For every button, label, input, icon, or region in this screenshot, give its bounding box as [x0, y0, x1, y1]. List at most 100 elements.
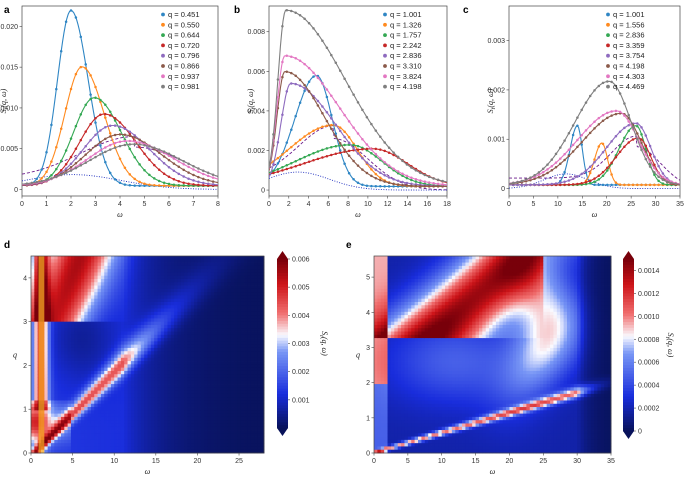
- data-point: [153, 152, 156, 156]
- heatmap-cell: [147, 269, 152, 273]
- heatmap-cell: [214, 400, 218, 405]
- heatmap-cell: [230, 295, 235, 300]
- data-point: [405, 174, 409, 178]
- heatmap-cell: [187, 285, 192, 290]
- heatmap-cell: [174, 262, 178, 267]
- heatmap-cell: [94, 301, 98, 306]
- legend-entry: q = 1.326: [390, 20, 422, 29]
- heatmap-cell: [90, 380, 95, 385]
- heatmap-cell: [117, 295, 122, 300]
- heatmap-cell: [124, 295, 128, 300]
- data-point: [113, 124, 117, 127]
- legend-entry: q = 0.720: [168, 41, 200, 50]
- heatmap-cell: [137, 407, 142, 411]
- heatmap-cell: [80, 449, 85, 454]
- data-point: [285, 54, 289, 58]
- heatmap-cell: [50, 354, 55, 359]
- heatmap-cell: [87, 292, 92, 296]
- heatmap-cell: [130, 272, 135, 277]
- heatmap-cell: [194, 272, 198, 277]
- heatmap-cell: [57, 347, 62, 352]
- heatmap-cell: [114, 393, 118, 398]
- heatmap-cell: [117, 338, 122, 342]
- heatmap-cell: [57, 272, 62, 277]
- heatmap-cell: [174, 278, 178, 283]
- heatmap-cell: [160, 407, 165, 411]
- heatmap-cell: [77, 282, 82, 286]
- heatmap-cell: [204, 390, 208, 395]
- heatmap-cell: [31, 288, 35, 293]
- heatmap-cell: [124, 446, 128, 451]
- heatmap-cell: [34, 265, 39, 270]
- heatmap-cell: [94, 259, 98, 263]
- heatmap-cell: [204, 321, 208, 326]
- heatmap-cell: [164, 351, 168, 355]
- heatmap-cell: [77, 443, 82, 447]
- heatmap-cell: [154, 272, 158, 277]
- heatmap-cell: [224, 305, 228, 309]
- data-point: [307, 153, 311, 157]
- data-point: [79, 35, 83, 39]
- heatmap-cell: [50, 433, 55, 437]
- data-point: [321, 82, 324, 85]
- heatmap-cell: [154, 364, 158, 369]
- heatmap-cell: [80, 443, 85, 447]
- data-point: [392, 153, 395, 157]
- data-point: [118, 144, 122, 148]
- legend-entry: q = 4.198: [390, 82, 422, 91]
- data-point: [365, 147, 369, 151]
- heatmap-cell: [110, 295, 115, 300]
- heatmap-cell: [87, 295, 92, 300]
- heatmap-cell: [234, 305, 238, 309]
- heatmap-cell: [137, 347, 142, 352]
- heatmap-cell: [160, 275, 165, 280]
- data-point: [211, 173, 215, 176]
- heatmap-cell: [167, 265, 172, 270]
- data-point: [330, 117, 333, 120]
- heatmap-cell: [34, 374, 39, 378]
- heatmap-cell: [54, 430, 59, 434]
- heatmap-cell: [60, 324, 65, 329]
- data-point: [601, 150, 605, 154]
- x-tick-label: 14: [404, 201, 412, 208]
- data-point: [133, 136, 136, 139]
- heatmap-cell: [110, 351, 115, 355]
- heatmap-cell: [197, 380, 202, 385]
- heatmap-cell: [90, 354, 95, 359]
- data-point: [432, 182, 435, 185]
- heatmap-cell: [70, 262, 75, 267]
- heatmap-cell: [77, 430, 82, 434]
- heatmap-cell: [80, 321, 85, 326]
- heatmap-cell: [210, 328, 215, 332]
- data-point: [138, 143, 141, 146]
- heatmap-cell: [240, 416, 245, 421]
- heatmap-cell: [230, 324, 235, 329]
- heatmap-cell: [174, 397, 178, 401]
- heatmap-cell: [137, 380, 142, 385]
- heatmap-cell: [174, 324, 178, 329]
- heatmap-cell: [104, 380, 108, 385]
- heatmap-cell: [190, 357, 195, 362]
- heatmap-cell: [84, 416, 88, 421]
- heatmap-cell: [124, 397, 128, 401]
- heatmap-cell: [227, 370, 232, 375]
- heatmap-cell: [237, 354, 242, 359]
- heatmap-cell: [134, 344, 138, 349]
- heatmap-cell: [174, 328, 178, 332]
- heatmap-cell: [50, 449, 55, 454]
- heatmap-cell: [107, 384, 112, 388]
- heatmap-cell: [214, 374, 218, 378]
- series-points-4.469: [512, 80, 677, 186]
- data-point: [157, 148, 161, 151]
- heatmap-cell: [190, 328, 195, 332]
- heatmap-cell: [67, 423, 72, 428]
- heatmap-cell: [44, 275, 49, 280]
- heatmap-cell: [207, 288, 212, 293]
- data-point: [330, 53, 333, 57]
- heatmap-cell: [220, 351, 225, 355]
- heatmap-cell: [227, 423, 232, 428]
- heatmap-cell: [34, 331, 39, 336]
- heatmap-cell: [117, 344, 122, 349]
- heatmap-cell: [210, 344, 215, 349]
- heatmap-cell: [210, 433, 215, 437]
